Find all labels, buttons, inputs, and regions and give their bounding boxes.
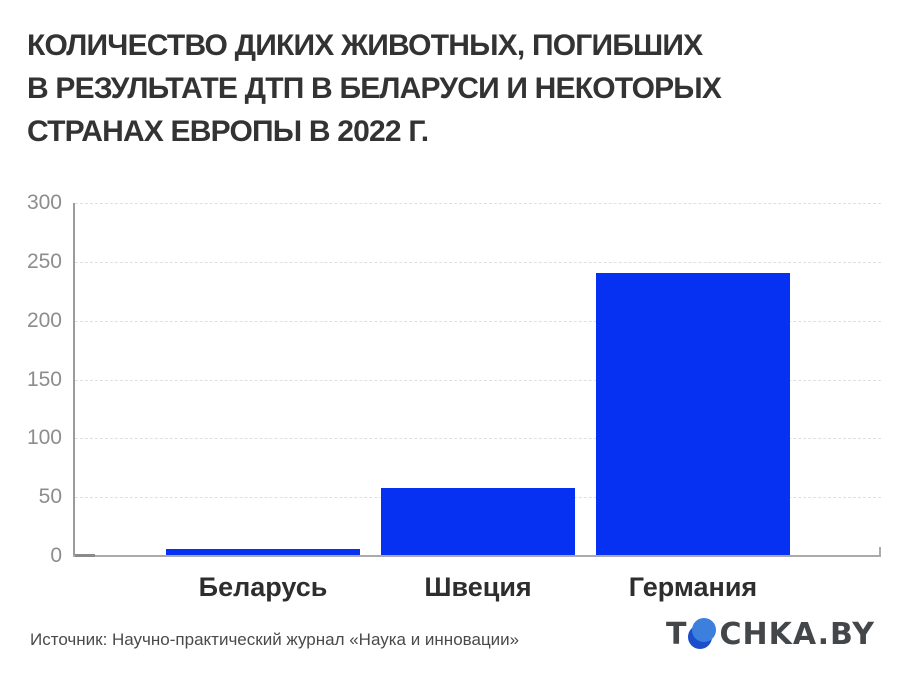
x-axis-line	[73, 555, 881, 557]
y-tick-label-0: 0	[50, 544, 62, 567]
y-tick-label-50: 50	[38, 485, 62, 509]
x-tick-label-Беларусь: Беларусь	[198, 572, 328, 602]
source-text: Источник: Научно-практический журнал «На…	[30, 630, 520, 649]
chart-title: КОЛИЧЕСТВО ДИКИХ ЖИВОТНЫХ, ПОГИБШИХ В РЕ…	[27, 24, 877, 153]
blue-dot-light-circle	[692, 618, 717, 642]
y-tick-label-250: 250	[26, 249, 62, 273]
bar-Беларусь	[166, 549, 360, 555]
tochka-by-logo: T CHKA.BY	[666, 613, 875, 655]
x-tick-label-Германия: Германия	[628, 572, 758, 602]
logo-text-before: T	[666, 616, 688, 652]
gridline-250	[75, 261, 881, 263]
chart-title-line-1: КОЛИЧЕСТВО ДИКИХ ЖИВОТНЫХ, ПОГИБШИХ	[27, 29, 703, 62]
chart-title-line-3: СТРАНАХ ЕВРОПЫ В 2022 Г.	[27, 115, 429, 148]
gridline-300	[75, 203, 881, 204]
chart-title-line-2: В РЕЗУЛЬТАТЕ ДТП В БЕЛАРУСИ И НЕКОТОРЫХ	[27, 72, 722, 105]
y-tick-label-200: 200	[26, 308, 62, 332]
blue-dot-icon	[688, 616, 718, 652]
gridline-100	[75, 438, 881, 440]
logo-text-after: CHKA.BY	[719, 616, 875, 652]
y-tick-label-300: 300	[26, 191, 62, 214]
y-tick-label-100: 100	[26, 426, 62, 450]
y-axis-line	[73, 203, 75, 557]
x-axis-zero-tick	[75, 554, 95, 557]
plot-area	[75, 203, 881, 556]
gridline-200	[75, 320, 881, 322]
x-axis-end-tick	[879, 547, 881, 557]
x-tick-label-Швеция: Швеция	[424, 572, 532, 602]
bar-Германия	[596, 272, 790, 555]
y-tick-label-150: 150	[26, 367, 62, 391]
bar-Швеция	[381, 487, 575, 555]
gridline-150	[75, 379, 881, 381]
